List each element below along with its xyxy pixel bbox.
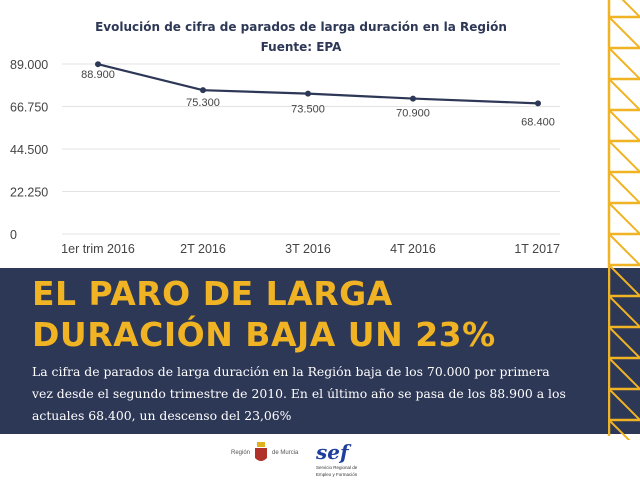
data-point bbox=[95, 61, 101, 68]
crane-lattice-decoration bbox=[606, 0, 640, 440]
logo-text-left: Región bbox=[231, 450, 251, 456]
headline-line-2: DURACIÓN BAJA UN 23% bbox=[32, 315, 496, 354]
series-line bbox=[97, 63, 539, 105]
lattice-strut bbox=[608, 202, 640, 235]
lattice-strut bbox=[608, 78, 640, 111]
lattice-strut bbox=[608, 16, 640, 49]
data-label: 88.900 bbox=[81, 69, 115, 81]
x-tick-label: 3T 2016 bbox=[285, 242, 331, 256]
lattice-strut bbox=[608, 109, 640, 142]
x-tick-label: 4T 2016 bbox=[390, 242, 436, 256]
headline-panel bbox=[0, 268, 608, 434]
sef-logo: sef Servicio Regional de Empleo y Formac… bbox=[316, 440, 357, 478]
headline-line-1: EL PARO DE LARGA bbox=[32, 274, 393, 313]
line-chart: Evolución de cifra de parados de larga d… bbox=[10, 20, 560, 256]
data-label: 68.400 bbox=[521, 116, 555, 128]
sef-subtitle-1: Servicio Regional de bbox=[316, 465, 358, 470]
data-label: 70.900 bbox=[396, 108, 430, 120]
data-point bbox=[410, 95, 416, 102]
y-tick-label: 89.000 bbox=[10, 58, 48, 72]
data-label: 75.300 bbox=[186, 97, 220, 109]
body-text: La cifra de parados de larga duración en… bbox=[32, 364, 566, 423]
coat-of-arms-icon bbox=[255, 442, 268, 461]
lattice-strut bbox=[608, 295, 640, 328]
lattice-strut bbox=[608, 388, 640, 421]
lattice-strut bbox=[608, 171, 640, 204]
data-label: 73.500 bbox=[291, 104, 325, 116]
x-tick-label: 1er trim 2016 bbox=[61, 242, 135, 256]
sef-subtitle-2: Empleo y Formación bbox=[316, 472, 358, 477]
region-murcia-logo: Región de Murcia bbox=[231, 442, 298, 464]
sef-mark: sef bbox=[316, 440, 349, 464]
lattice-strut bbox=[608, 140, 640, 173]
y-tick-label: 44.500 bbox=[10, 143, 48, 157]
data-point bbox=[200, 87, 206, 94]
x-tick-label: 2T 2016 bbox=[180, 242, 226, 256]
logo-text-right: de Murcia bbox=[272, 450, 299, 456]
chart-title: Evolución de cifra de parados de larga d… bbox=[95, 20, 507, 34]
lattice-strut bbox=[621, 0, 640, 18]
headline: EL PARO DE LARGA DURACIÓN BAJA UN 23% bbox=[32, 273, 496, 355]
data-point bbox=[305, 90, 311, 97]
lattice-strut bbox=[608, 357, 640, 390]
x-tick-label: 1T 2017 bbox=[514, 242, 560, 256]
chart-subtitle: Fuente: EPA bbox=[261, 40, 343, 54]
lattice-strut bbox=[608, 264, 640, 297]
lattice-strut bbox=[608, 233, 640, 266]
y-tick-label: 22.250 bbox=[10, 186, 48, 200]
lattice-strut bbox=[608, 47, 640, 80]
lattice-strut bbox=[608, 419, 631, 440]
y-tick-label: 0 bbox=[10, 228, 17, 242]
y-tick-label: 66.750 bbox=[10, 101, 48, 115]
data-point bbox=[535, 100, 541, 107]
lattice-strut bbox=[606, 268, 640, 434]
lattice-strut bbox=[608, 326, 640, 359]
